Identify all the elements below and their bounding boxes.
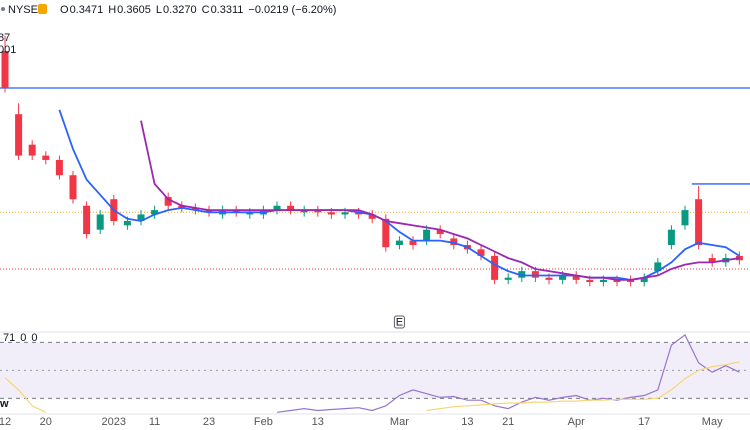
x-tick-label: Mar — [390, 416, 409, 428]
candle-body — [273, 205, 281, 211]
candle-body — [355, 212, 363, 215]
oscillator-line — [426, 361, 740, 412]
candle-body — [504, 277, 512, 280]
candle-body — [178, 205, 186, 208]
x-tick-label: Apr — [568, 416, 585, 428]
indicator-value: 87 — [0, 32, 10, 44]
x-tick-label: 13 — [312, 416, 324, 428]
indicator-value: 001 — [0, 44, 16, 56]
candle-body — [599, 279, 607, 283]
candle-body — [300, 210, 308, 213]
candle-body — [137, 214, 145, 221]
candle-body — [409, 240, 417, 245]
osc-legend: 0 — [31, 332, 37, 344]
ohlc-value: 0.3605 — [117, 4, 151, 16]
candle-body — [735, 255, 743, 261]
x-tick-label: 11 — [149, 416, 160, 428]
candle-body — [246, 212, 254, 215]
candle-body — [559, 275, 567, 280]
x-tick-label: 21 — [502, 416, 514, 428]
candle-body — [491, 255, 499, 280]
candle-body — [531, 271, 539, 278]
status-dot — [1, 7, 5, 11]
moving-average — [140, 120, 740, 281]
candle-body — [164, 197, 172, 206]
candle-body — [423, 229, 431, 241]
candle-body — [708, 258, 716, 263]
oscillator-line — [276, 333, 740, 413]
x-tick-label: 13 — [461, 416, 473, 428]
x-tick-label: 12 — [0, 416, 11, 428]
candle-body — [436, 229, 444, 235]
candle-body — [1, 50, 9, 89]
candle-body — [613, 279, 621, 283]
corner-label: w — [0, 398, 9, 410]
candle-body — [654, 262, 662, 272]
candle-body — [15, 114, 23, 156]
earnings-marker: E — [396, 316, 403, 328]
candle-body — [518, 271, 526, 278]
candle-body — [586, 279, 594, 283]
ohlc-key: L — [156, 4, 162, 16]
osc-legend: 71 — [3, 332, 15, 344]
candle-body — [681, 210, 689, 226]
candle-body — [695, 199, 703, 245]
candle-body — [205, 210, 213, 213]
oscillator-line — [4, 377, 47, 413]
candle-body — [450, 238, 458, 245]
x-tick-label: 20 — [40, 416, 52, 428]
change: −0.0219 (−6.20%) — [248, 4, 336, 16]
earnings-marker-box — [393, 315, 405, 329]
ohlc-key: H — [108, 4, 116, 16]
candle-body — [123, 221, 131, 226]
candle-body — [232, 210, 240, 213]
osc-legend: 0 — [20, 332, 26, 344]
candle-body — [395, 240, 403, 245]
candle-body — [667, 229, 675, 245]
x-tick-label: May — [702, 416, 723, 428]
candle-body — [314, 210, 322, 213]
status-icon — [38, 4, 47, 14]
ohlc-key: C — [202, 4, 210, 16]
candle-body — [69, 175, 77, 200]
x-tick-label: 17 — [638, 416, 650, 428]
candle-body — [382, 218, 390, 248]
candle-body — [287, 205, 295, 211]
ohlc-value: 0.3270 — [163, 4, 197, 16]
candle-body — [151, 210, 159, 215]
candle-body — [545, 277, 553, 280]
ohlc-value: 0.3471 — [70, 4, 104, 16]
candle-body — [368, 214, 376, 219]
ohlc-value: 0.3311 — [211, 4, 244, 16]
x-tick-label: Feb — [254, 416, 273, 428]
candle-body — [640, 277, 648, 283]
candle-body — [572, 275, 580, 280]
candle-body — [627, 279, 635, 283]
x-tick-label: 2023 — [102, 416, 126, 428]
exchange: NYSE — [8, 4, 38, 16]
candle-body — [28, 144, 36, 156]
candle-body — [341, 212, 349, 215]
candle-body — [477, 249, 485, 256]
candle-body — [83, 205, 91, 235]
candle-body — [327, 212, 335, 215]
candle-body — [55, 159, 63, 176]
candle-body — [42, 155, 50, 160]
candle-body — [191, 207, 199, 211]
ohlc-key: O — [60, 4, 69, 16]
candle-body — [96, 214, 104, 230]
x-tick-label: 23 — [203, 416, 215, 428]
